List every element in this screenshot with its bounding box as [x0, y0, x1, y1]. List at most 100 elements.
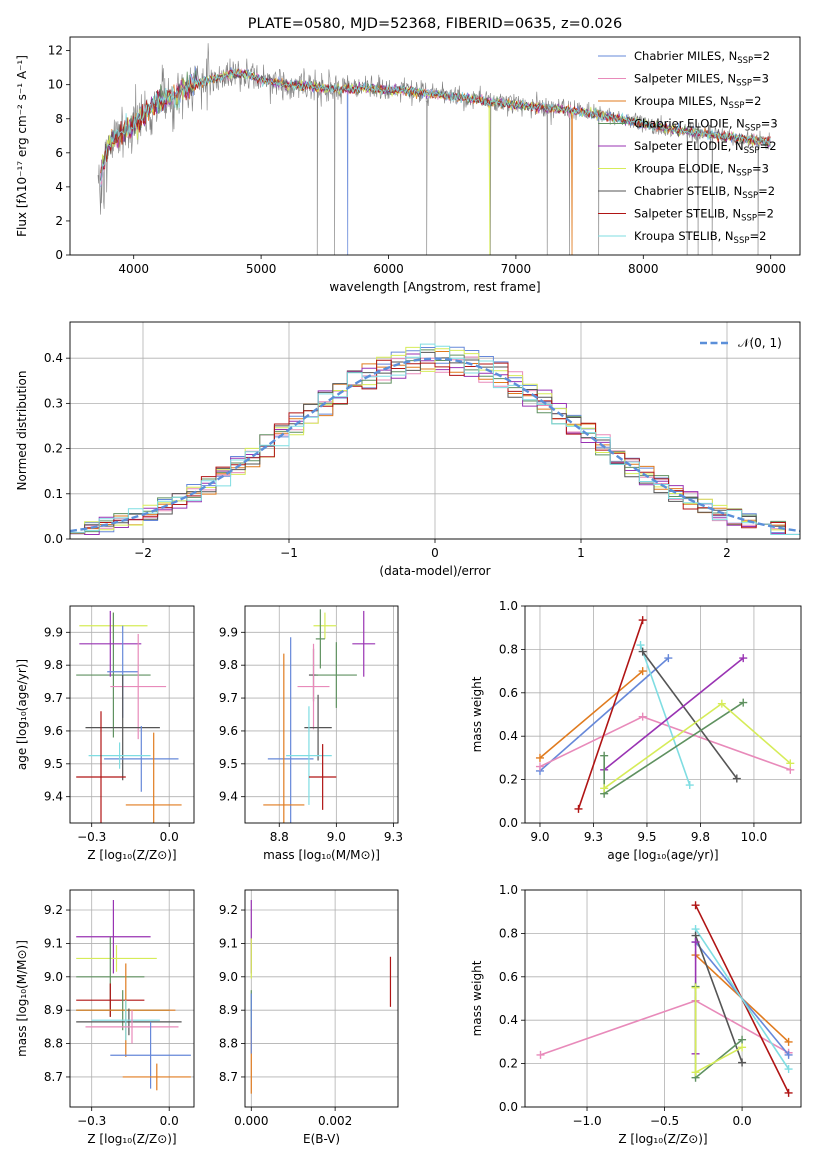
errorbar-point [263, 653, 305, 823]
y-tick-label: 8.7 [219, 1070, 238, 1084]
y-tick-label: 8.8 [44, 1037, 63, 1051]
legend-suffix: =2 [753, 49, 770, 63]
y-tick-label: 9.6 [44, 724, 63, 738]
weight-series-line [603, 701, 744, 796]
weight-series-line [603, 657, 744, 771]
legend-entry: Kroupa STELIB, NSSP=2 [634, 229, 766, 246]
y-tick-label: 0.2 [499, 1057, 518, 1071]
x-tick-label: 8000 [628, 262, 659, 276]
y-tick-label: 9.9 [219, 625, 238, 639]
axes-frame [524, 889, 802, 1108]
legend-label: Chabrier STELIB, N [634, 184, 742, 198]
residual-histogram-step [70, 356, 800, 535]
plot-area [97, 43, 771, 255]
x-tick-label: 7000 [501, 262, 532, 276]
weight-point-marker [638, 712, 647, 721]
weight-point-marker [536, 1050, 545, 1059]
residual-histogram-step [70, 359, 800, 535]
legend-label: Kroupa STELIB, N [634, 229, 734, 243]
legend-subscript: SSP [736, 79, 752, 89]
weight-point-marker [784, 1050, 793, 1059]
y-tick-label: 9.0 [219, 970, 238, 984]
errorbar-point [286, 706, 332, 805]
weight-series-line [642, 651, 738, 779]
x-axis-label: Z [log₁₀(Z/Z⊙)] [87, 1132, 176, 1146]
errorbar-point [76, 945, 157, 972]
legend-suffix: =2 [749, 229, 766, 243]
y-tick-label: 0.4 [499, 729, 518, 743]
x-axis-label: mass [log₁₀(M/M⊙)] [263, 848, 380, 862]
x-tick-label: −2 [134, 546, 152, 560]
x-tick-label: 0.0 [733, 1114, 752, 1128]
x-tick-label: 0.000 [234, 1114, 268, 1128]
legend-suffix: =3 [761, 117, 778, 131]
y-tick-label: 8.8 [219, 1037, 238, 1051]
y-tick-label: 9.5 [219, 757, 238, 771]
errorbar-point [315, 609, 325, 669]
weight-series-line [694, 935, 743, 1063]
y-axis-label: mass weight [470, 960, 484, 1036]
errorbar-point [125, 732, 182, 823]
normal-distribution-curve [70, 357, 800, 533]
errorbar-point [76, 612, 151, 738]
weight-series-line [539, 715, 791, 771]
legend-suffix: =2 [760, 139, 777, 153]
legend-subscript: SSP [736, 169, 752, 179]
y-axis-label: Flux [fλ10⁻¹⁷ erg cm⁻² s⁻¹ A⁻¹] [15, 55, 29, 237]
y-tick-label: 9.4 [44, 790, 63, 804]
errorbar-point [104, 726, 179, 792]
residual-histogram-step [70, 343, 800, 535]
errorbar-point [297, 643, 330, 730]
y-tick-label: 9.7 [219, 691, 238, 705]
y-tick-label: 8.9 [44, 1003, 63, 1017]
axes-frame [69, 36, 801, 256]
legend-entry: Chabrier ELODIE, NSSP=3 [634, 117, 778, 134]
model-spectrum-line [100, 68, 771, 183]
y-tick-label: 9.2 [44, 903, 63, 917]
weight-point-marker [574, 804, 583, 813]
legend-suffix: =3 [752, 72, 769, 86]
axes-frame [69, 321, 801, 540]
legend-suffix: =2 [744, 94, 761, 108]
y-tick-label: 1.0 [499, 599, 518, 613]
x-tick-label: −1.0 [572, 1114, 601, 1128]
y-tick-label: 9.0 [44, 970, 63, 984]
x-tick-label: −0.3 [77, 1114, 106, 1128]
y-tick-label: 9.9 [44, 625, 63, 639]
x-axis-label: Z [log₁₀(Z/Z⊙)] [618, 1132, 707, 1146]
y-tick-label: 0.8 [499, 642, 518, 656]
x-tick-label: 0.0 [160, 830, 179, 844]
errorbar-point [122, 1063, 191, 1091]
weight-point-marker [784, 1037, 793, 1046]
x-tick-label: 8.8 [270, 830, 289, 844]
errorbar-point [79, 610, 142, 677]
x-axis-label: E(B-V) [303, 1132, 340, 1146]
y-tick-label: 0.1 [44, 487, 63, 501]
legend-entry: Chabrier MILES, NSSP=2 [634, 49, 770, 66]
weight-series-line [539, 657, 669, 772]
errorbar-point [76, 983, 145, 1017]
x-tick-label: 0.002 [318, 1114, 352, 1128]
x-axis-label: age [log₁₀(age/yr)] [607, 848, 718, 862]
weight-series-line [539, 670, 644, 759]
legend-suffix: =3 [752, 162, 769, 176]
y-tick-label: 0.4 [499, 1013, 518, 1027]
weight-series-line [577, 619, 644, 810]
y-tick-label: 0.6 [499, 970, 518, 984]
weight-point-marker [717, 699, 726, 708]
y-tick-label: 0.4 [44, 351, 63, 365]
x-tick-label: 9.3 [384, 830, 403, 844]
y-tick-label: 9.1 [219, 936, 238, 950]
errorbar-point [76, 900, 151, 974]
errorbar-point [315, 642, 357, 708]
errorbar-point [110, 1021, 191, 1089]
weight-vs-metallicity-panel: −1.0 −0.5 0.0 0.0 0.2 0.4 0.6 0.8 1.0 Z [log₁₀(Z/… [470, 883, 802, 1146]
legend-entry: Kroupa ELODIE, NSSP=3 [634, 162, 769, 179]
y-tick-label: 12 [48, 44, 63, 58]
x-tick-label: 1 [577, 546, 585, 560]
weight-point-marker [739, 698, 748, 707]
legend-subscript: SSP [734, 236, 750, 246]
y-tick-label: 9.5 [44, 757, 63, 771]
weight-point-marker [738, 1058, 747, 1067]
